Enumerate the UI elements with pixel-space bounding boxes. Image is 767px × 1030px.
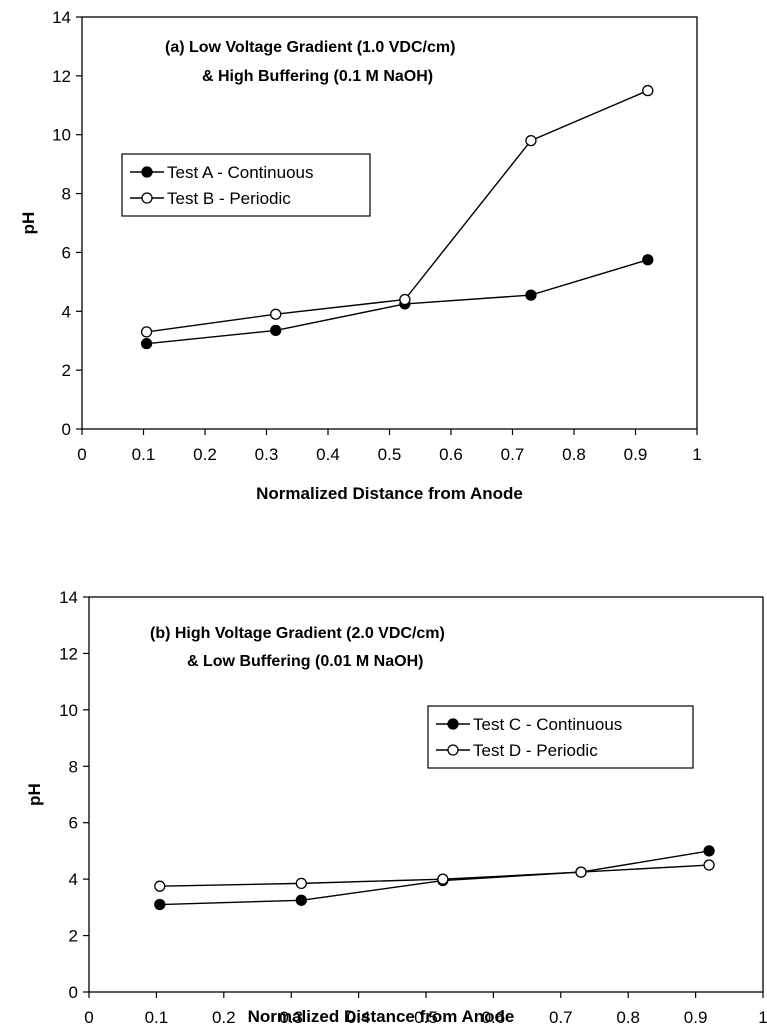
y-tick-label: 0	[69, 983, 78, 1002]
x-tick-label: 0.7	[501, 445, 525, 464]
series-1	[154, 845, 715, 911]
chart-panel-b: 0 2 4 6 8 10 12 14 0 0.1 0.2 0.3 0.4 0.5 0.6 0.7 0.8 0.9 1…	[25, 588, 767, 1027]
x-tick-label: 0	[77, 445, 86, 464]
legend-swatch-marker	[447, 744, 459, 756]
y-tick-label: 4	[62, 302, 71, 321]
data-point	[703, 845, 715, 857]
data-point	[154, 898, 166, 911]
x-tick-label: 0.2	[212, 1008, 236, 1027]
y-tick-label: 2	[69, 927, 78, 946]
x-tick-label: 1	[758, 1008, 767, 1027]
x-tick-label: 0.4	[316, 445, 340, 464]
series-line	[159, 864, 710, 887]
data-point	[295, 877, 307, 890]
chart-panel-a: 0 2 4 6 8 10 12 14 0 0.1 0.2 0.3 0.4 0.5 0.6 0.7 0.8 0.9 1…	[19, 8, 702, 503]
x-tick-label: 0.6	[439, 445, 463, 464]
x-tick-label: 0.5	[414, 1008, 438, 1027]
y-tick-label: 14	[59, 588, 78, 607]
x-tick-label: 1	[692, 445, 701, 464]
x-tick-label: 0.1	[145, 1008, 169, 1027]
series-2	[140, 84, 654, 338]
data-point	[703, 859, 715, 871]
x-tick-label: 0.9	[684, 1008, 708, 1027]
data-point	[154, 880, 166, 892]
legend-entry-label: Test C - Continuous	[473, 715, 622, 734]
y-tick-label: 4	[69, 870, 78, 889]
x-tick-label: 0.8	[562, 445, 586, 464]
y-tick-label: 6	[69, 814, 78, 833]
x-tick-label: 0.8	[616, 1008, 640, 1027]
chart-annotation-line-2: & High Buffering (0.1 M NaOH)	[202, 68, 433, 85]
data-point	[575, 866, 587, 878]
legend-swatch-marker	[141, 166, 153, 178]
y-tick-label: 2	[62, 361, 71, 380]
legend-box	[121, 153, 371, 217]
x-tick-label: 0.3	[279, 1008, 303, 1027]
data-point	[642, 254, 654, 266]
data-point	[642, 84, 654, 97]
x-axis-label: Normalized Distance from Anode	[256, 484, 523, 503]
x-tick-label: 0.4	[347, 1008, 371, 1027]
data-point	[525, 134, 537, 147]
series-1	[140, 254, 654, 350]
x-tick-label: 0.6	[482, 1008, 506, 1027]
legend-swatch-marker	[447, 718, 459, 730]
y-tick-label: 10	[52, 126, 71, 145]
data-point	[295, 894, 307, 906]
x-axis-label: Normalized Distance from Anode	[248, 1007, 515, 1026]
legend: Test A - Continuous Test B - Periodic	[121, 153, 371, 217]
data-point	[270, 324, 282, 337]
legend-box	[427, 705, 694, 769]
y-tick-label: 12	[59, 644, 78, 663]
data-point	[140, 326, 153, 338]
x-tick-label: 0.1	[132, 445, 156, 464]
y-axis-label: pH	[19, 212, 38, 235]
x-tick-label: 0.5	[378, 445, 402, 464]
chart-annotation-line-1: (a) Low Voltage Gradient (1.0 VDC/cm)	[165, 39, 455, 56]
legend-swatch-marker	[141, 192, 153, 204]
series-line	[159, 850, 710, 906]
y-tick-label: 0	[62, 420, 71, 439]
legend-entry-label: Test B - Periodic	[167, 189, 291, 208]
x-tick-label: 0.2	[193, 445, 217, 464]
series-2	[154, 859, 715, 892]
data-point	[437, 873, 449, 885]
x-tick-label: 0.3	[255, 445, 279, 464]
y-tick-label: 14	[52, 8, 71, 27]
y-tick-label: 6	[62, 243, 71, 262]
x-tick-label: 0.9	[624, 445, 648, 464]
legend-entry-label: Test D - Periodic	[473, 741, 598, 760]
data-point	[525, 289, 537, 301]
chart-annotation-line-2: & Low Buffering (0.01 M NaOH)	[187, 653, 423, 670]
chart-annotation-line-1: (b) High Voltage Gradient (2.0 VDC/cm)	[150, 625, 445, 642]
y-tick-label: 10	[59, 701, 78, 720]
y-tick-label: 12	[52, 67, 71, 86]
x-tick-label: 0	[84, 1008, 93, 1027]
y-axis-label: pH	[25, 783, 44, 806]
data-point	[140, 338, 153, 350]
data-point	[399, 293, 411, 306]
legend-entry-label: Test A - Continuous	[167, 163, 313, 182]
series-line	[146, 259, 649, 345]
y-tick-label: 8	[69, 757, 78, 776]
data-point	[270, 308, 282, 320]
legend: Test C - Continuous Test D - Periodic	[427, 705, 694, 769]
y-tick-label: 8	[62, 185, 71, 204]
x-tick-label: 0.7	[549, 1008, 573, 1027]
